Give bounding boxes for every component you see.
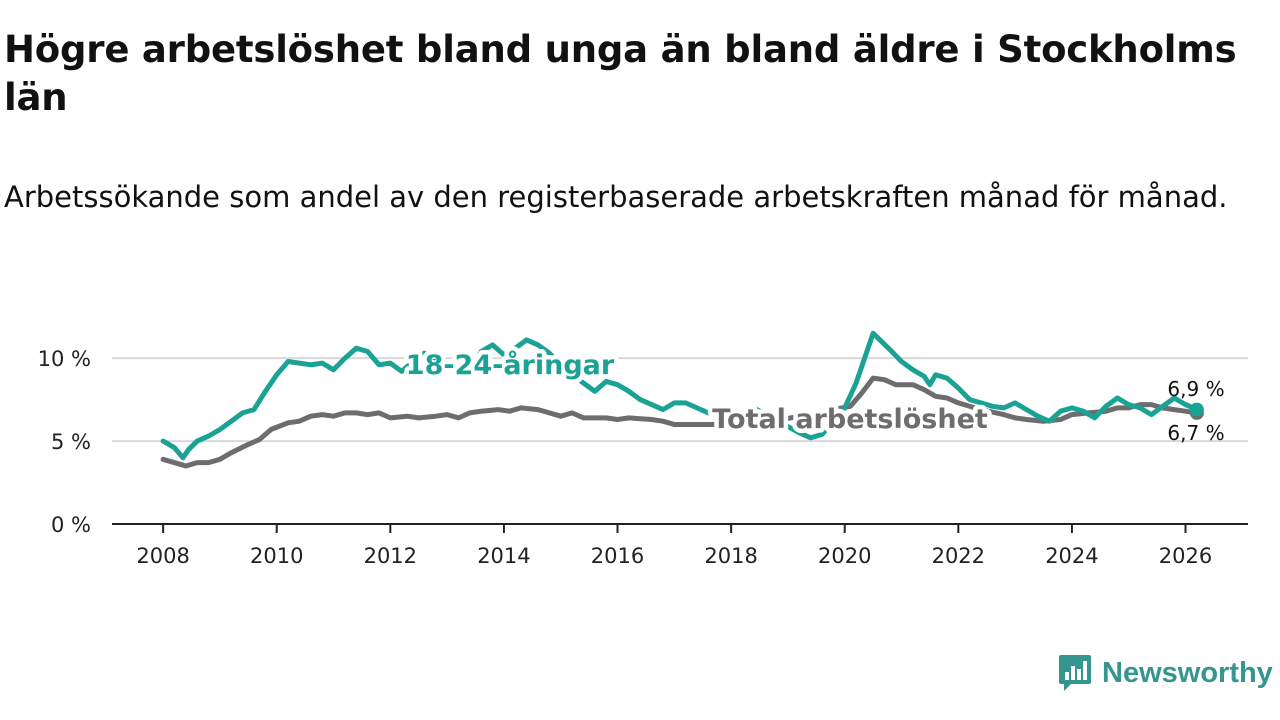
series-label-total-text: Total arbetslöshet (712, 404, 988, 435)
y-tick-label: 10 % (38, 347, 91, 371)
endpoint-marker-18-24 (1189, 402, 1204, 417)
brand-logo: Newsworthy (1058, 652, 1273, 694)
gridlines (112, 357, 1248, 443)
chart-subtitle: Arbetssökande som andel av den registerb… (4, 180, 1228, 214)
series-line-total (160, 375, 1200, 469)
x-tick-label: 2026 (1159, 544, 1212, 568)
y-tick-label: 5 % (51, 430, 91, 454)
end-label-18-24: 6,9 % (1167, 377, 1224, 401)
chart-title: Högre arbetslöshet bland unga än bland ä… (4, 28, 1237, 119)
x-tick-label: 2012 (364, 544, 417, 568)
series-line-18-24 (160, 330, 1200, 461)
x-tick-label: 2018 (704, 544, 757, 568)
x-tick-label: 2014 (477, 544, 530, 568)
x-axis-ticks: 2008 2010 2012 2014 2016 2018 2020 2022 2024 2026 (112, 523, 1248, 568)
x-tick-label: 2024 (1045, 544, 1098, 568)
x-tick-label: 2016 (591, 544, 644, 568)
brand-name: Newsworthy (1102, 656, 1273, 689)
x-tick-label: 2020 (818, 544, 871, 568)
x-tick-label: 2008 (136, 544, 189, 568)
end-label-total: 6,7 % (1167, 421, 1224, 445)
y-tick-label: 0 % (51, 513, 91, 537)
y-axis-ticks: 0 % 5 % 10 % (38, 347, 91, 537)
x-tick-label: 2022 (932, 544, 985, 568)
bar-chart-logo-icon (1059, 655, 1091, 691)
series-label-18-24-halo: 18-24-åringar (406, 349, 615, 381)
series (160, 330, 1204, 469)
x-tick-label: 2010 (250, 544, 303, 568)
series-label-total-halo: Total arbetslöshet (712, 404, 988, 435)
series-label-18-24-text: 18-24-åringar (406, 349, 615, 381)
